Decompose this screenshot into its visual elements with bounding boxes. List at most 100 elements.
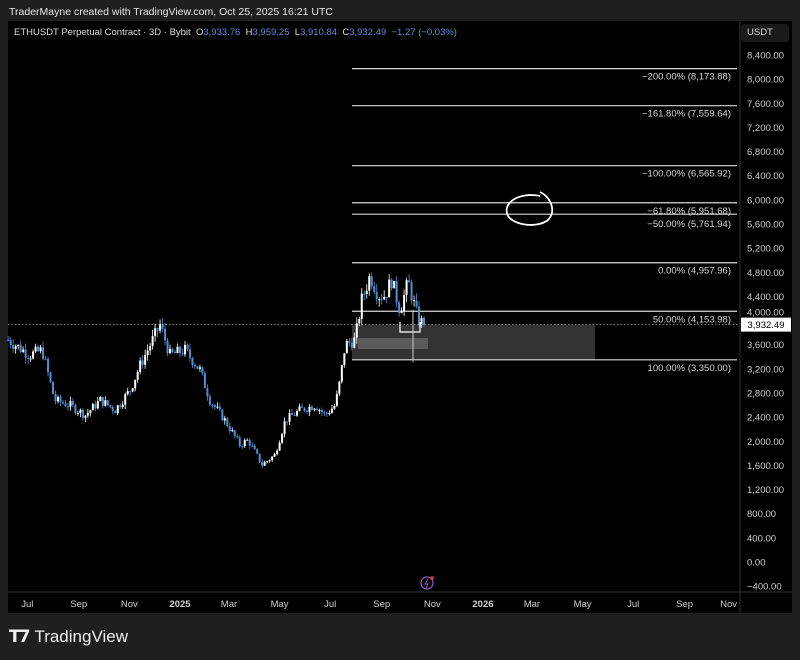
tradingview-logo-icon: 𝗧𝟳 [9, 627, 30, 646]
price-tick-label: 4,800.00 [747, 268, 784, 279]
events-icon[interactable] [420, 576, 434, 590]
candle-body [76, 412, 79, 414]
candle-body [320, 410, 323, 413]
price-tick-label: 1,200.00 [747, 485, 784, 496]
candle-body [365, 290, 368, 295]
close-label: C [342, 27, 350, 38]
low-value: 3,910.84 [300, 27, 338, 38]
candle-body [188, 349, 191, 358]
candle-body [408, 280, 411, 283]
candle-body [418, 306, 421, 326]
candle-body [325, 412, 328, 414]
candle-body [44, 358, 47, 360]
time-tick-label: Nov [424, 599, 441, 610]
candle-body [139, 360, 142, 373]
candle-body [333, 405, 336, 409]
candle-body [134, 379, 137, 389]
candle-body [71, 401, 74, 405]
inner-zone[interactable] [358, 338, 428, 349]
candle-body [340, 365, 343, 382]
candle-body [338, 381, 341, 394]
price-tick-label: 8,000.00 [747, 75, 784, 86]
candle-body [56, 396, 59, 402]
candle-body [281, 434, 284, 443]
candle-body [174, 351, 177, 354]
candle-body [42, 347, 45, 359]
candle-body [263, 462, 266, 466]
candle-body [84, 415, 87, 418]
price-tick-label: 400.00 [747, 533, 776, 544]
candle-body [37, 346, 40, 352]
candle-body [420, 318, 423, 326]
candle-body [328, 413, 331, 415]
price-tick-label: −400.00 [747, 582, 782, 593]
fib-level-label: 100.00% (3,350.00) [648, 363, 731, 374]
candle-body [208, 396, 211, 405]
price-tick-label: 3,600.00 [747, 340, 784, 351]
candle-body [106, 400, 109, 406]
fib-level-label: −161.80% (7,559.64) [642, 109, 731, 120]
candle-body [375, 292, 378, 300]
candle-body [196, 366, 199, 369]
symbol-title[interactable]: ETHUSDT Perpetual Contract · 3D · Bybit [14, 27, 191, 38]
candle-body [415, 300, 418, 307]
price-tick-label: 0.00 [747, 558, 766, 569]
range-bracket[interactable] [399, 322, 421, 333]
candle-body [99, 397, 102, 402]
candle-body [94, 403, 97, 409]
candle-body [111, 406, 114, 411]
candle-body [198, 367, 201, 369]
candle-body [360, 293, 363, 319]
candle-body [395, 281, 398, 303]
candle-body [238, 437, 241, 447]
candle-body [355, 323, 358, 338]
candle-body [223, 418, 226, 421]
candle-body [388, 279, 391, 298]
chart-pane[interactable] [8, 21, 792, 613]
time-tick-label: Sep [70, 599, 87, 610]
candle-body [9, 340, 12, 346]
candle-body [169, 348, 172, 354]
candle-body [363, 293, 366, 295]
time-tick-label: Sep [373, 599, 390, 610]
candle-body [34, 346, 37, 352]
candle-body [159, 324, 162, 331]
price-tick-label: 5,600.00 [747, 219, 784, 230]
candle-body [400, 310, 403, 314]
candle-body [330, 408, 333, 414]
candle-body [228, 426, 231, 432]
candle-body [410, 282, 413, 301]
candle-body [59, 396, 62, 403]
candle-body [398, 302, 401, 314]
candle-body [278, 442, 281, 451]
candle-body [378, 299, 381, 301]
candle-body [383, 296, 386, 300]
time-tick-label: Jul [21, 599, 33, 610]
candle-body [201, 367, 204, 374]
price-tick-label: 2,400.00 [747, 413, 784, 424]
candle-body [385, 296, 388, 298]
symbol-legend: ETHUSDT Perpetual Contract · 3D · Bybit … [14, 27, 457, 38]
fib-level-label: −100.00% (6,565.92) [642, 169, 731, 180]
candle-body [66, 406, 69, 408]
high-value: 3,959.25 [252, 27, 290, 38]
candle-body [156, 328, 159, 331]
candle-body [296, 411, 299, 416]
candle-body [14, 346, 17, 349]
candle-body [353, 337, 356, 348]
hand-drawn-circle[interactable] [505, 191, 554, 226]
candle-body [164, 328, 167, 341]
candle-body [343, 353, 346, 366]
candle-body [49, 372, 52, 382]
candle-body [276, 450, 279, 455]
time-tick-label: Jul [627, 599, 639, 610]
candle-body [313, 408, 316, 410]
tradingview-logo[interactable]: 𝗧𝟳 TradingView [9, 627, 128, 647]
candle-body [149, 346, 152, 351]
price-tick-label: 7,600.00 [747, 99, 784, 110]
currency-button[interactable]: USDT [741, 24, 789, 42]
candle-body [423, 318, 426, 325]
price-tick-label: 800.00 [747, 509, 776, 520]
price-tick-label: 5,200.00 [747, 244, 784, 255]
